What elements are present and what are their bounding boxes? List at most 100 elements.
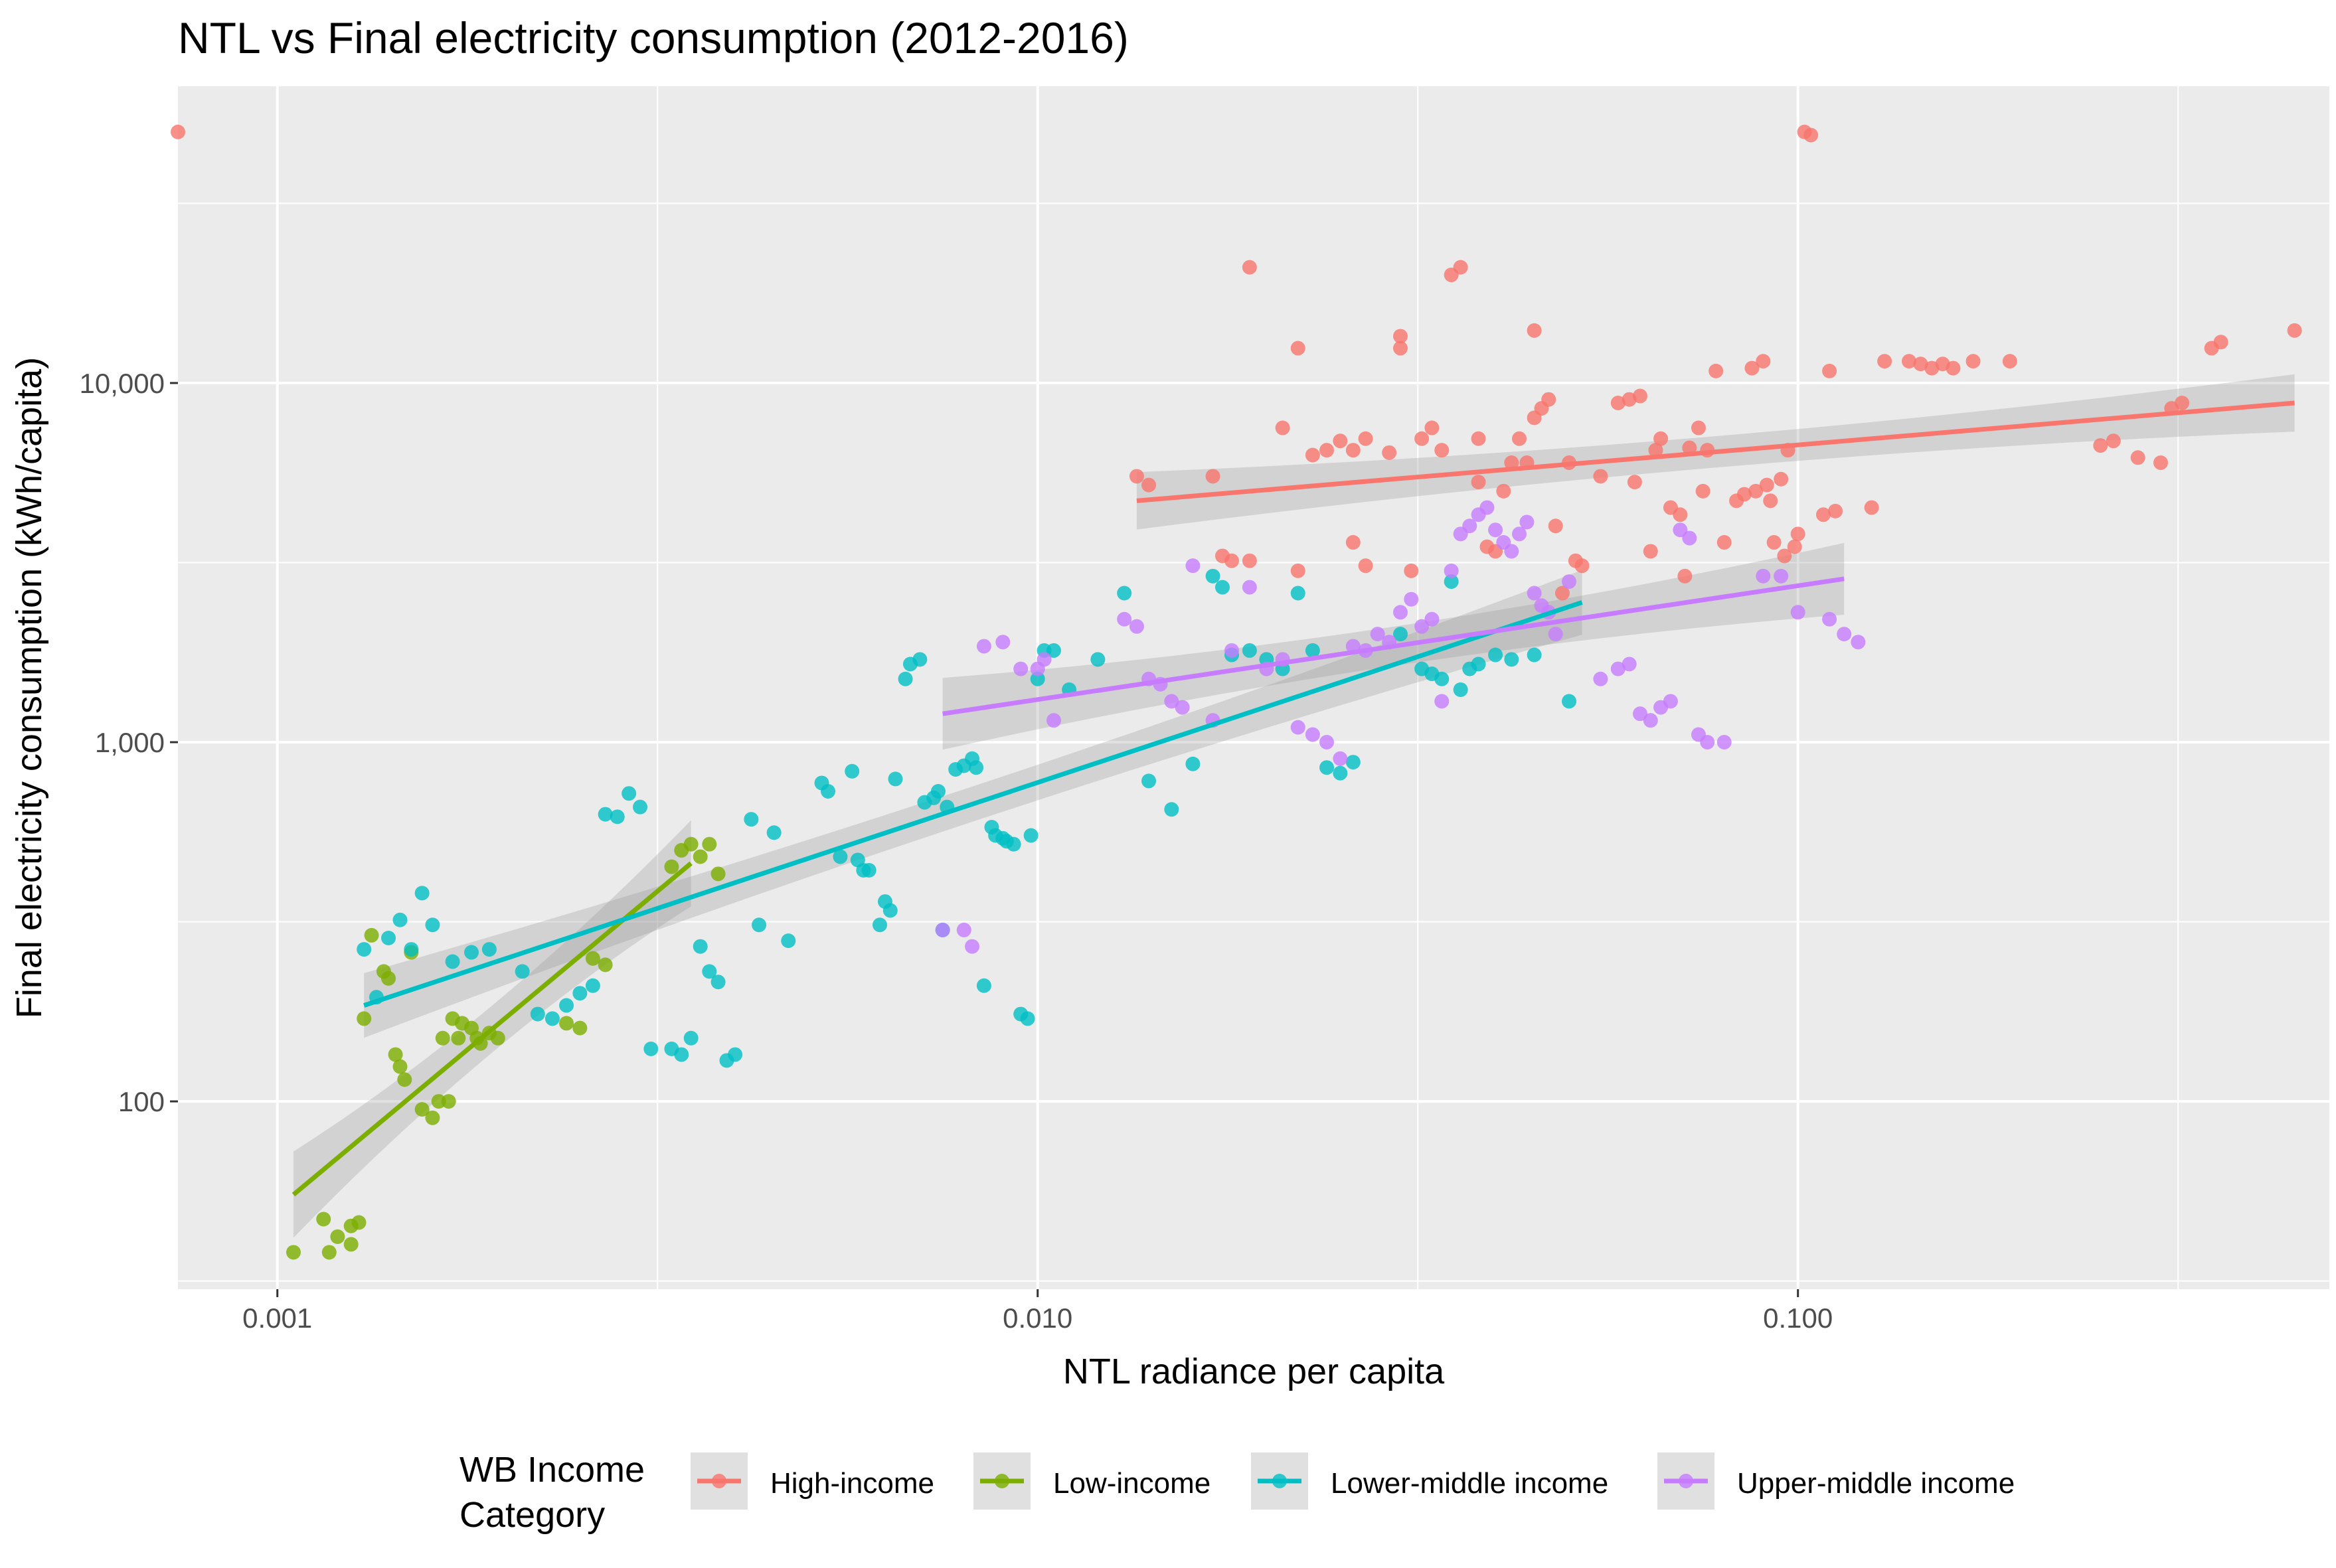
data-point xyxy=(490,1030,505,1046)
data-point xyxy=(702,964,717,979)
data-point xyxy=(445,954,460,969)
data-point xyxy=(1224,643,1239,658)
data-point xyxy=(1333,433,1348,449)
legend-item: Low-income xyxy=(973,1452,1210,1510)
data-point xyxy=(1716,535,1732,550)
data-point xyxy=(2093,438,2108,453)
data-point xyxy=(392,912,408,927)
data-point xyxy=(861,862,876,878)
data-point xyxy=(559,998,574,1013)
data-point xyxy=(1393,627,1408,642)
data-point xyxy=(321,1245,337,1260)
data-point xyxy=(598,957,613,973)
data-point xyxy=(1709,363,1724,378)
data-point xyxy=(171,124,185,139)
data-points xyxy=(171,124,2302,1260)
data-point xyxy=(1748,483,1764,499)
data-point xyxy=(451,1030,466,1046)
data-point xyxy=(1242,260,1257,275)
data-point xyxy=(744,812,759,827)
data-point xyxy=(1488,522,1503,538)
data-point xyxy=(381,971,396,986)
data-point xyxy=(397,1072,412,1087)
data-point xyxy=(1129,619,1144,634)
data-point xyxy=(585,951,600,966)
data-point xyxy=(1205,568,1220,584)
data-point xyxy=(702,836,717,852)
data-point xyxy=(1488,647,1503,663)
data-point xyxy=(1453,682,1468,697)
data-point xyxy=(598,807,613,822)
data-point xyxy=(1610,395,1626,410)
data-point xyxy=(1864,500,1879,515)
y-tick-label: 100 xyxy=(118,1086,165,1117)
y-axis-ticks: 100 1,000 10,000 xyxy=(80,368,178,1117)
data-point xyxy=(585,978,600,993)
data-point xyxy=(1632,706,1647,722)
data-point xyxy=(1404,563,1419,578)
data-point xyxy=(1424,420,1440,435)
data-point xyxy=(388,1047,403,1062)
data-point xyxy=(464,945,479,960)
data-point xyxy=(1716,735,1732,750)
data-point xyxy=(1512,431,1527,446)
fit-line xyxy=(363,600,1583,1008)
data-point xyxy=(544,1011,560,1026)
data-point xyxy=(559,1016,574,1031)
data-point xyxy=(693,939,708,954)
data-point xyxy=(1562,574,1577,589)
data-point xyxy=(1434,694,1450,709)
legend-key-point xyxy=(1679,1474,1693,1488)
x-axis-label: NTL radiance per capita xyxy=(1063,1352,1445,1391)
data-point xyxy=(693,849,708,864)
data-point xyxy=(316,1212,331,1227)
fit-line xyxy=(1136,400,2295,503)
data-point xyxy=(935,922,950,937)
data-point xyxy=(1627,475,1642,490)
legend-label: Low-income xyxy=(1053,1467,1210,1500)
y-tick-label: 1,000 xyxy=(95,727,165,758)
data-point xyxy=(1030,671,1045,686)
data-point xyxy=(1037,652,1052,667)
data-point xyxy=(2175,395,2190,410)
data-point xyxy=(1504,652,1519,667)
x-tick-label: 0.001 xyxy=(242,1302,312,1334)
data-point xyxy=(1787,539,1802,554)
legend-item: Upper-middle income xyxy=(1657,1452,2015,1510)
data-point xyxy=(1548,518,1563,534)
x-tick-label: 0.100 xyxy=(1763,1302,1833,1334)
data-point xyxy=(1682,530,1697,546)
data-point xyxy=(2130,450,2145,465)
legend-title-line-2: Category xyxy=(459,1495,605,1535)
data-point xyxy=(965,939,980,954)
data-point xyxy=(1214,580,1230,595)
data-point xyxy=(710,866,726,882)
data-point xyxy=(1319,443,1335,458)
data-point xyxy=(728,1047,743,1062)
data-point xyxy=(1471,657,1486,672)
data-point xyxy=(2153,455,2168,470)
data-point xyxy=(1164,802,1179,817)
data-point xyxy=(1393,341,1408,356)
data-point xyxy=(1946,360,1961,376)
data-point xyxy=(1424,611,1440,627)
data-point xyxy=(882,903,898,918)
data-point xyxy=(873,917,888,933)
legend-label: Upper-middle income xyxy=(1737,1467,2015,1500)
data-point xyxy=(976,639,991,654)
data-point xyxy=(515,964,530,979)
chart-title: NTL vs Final electricity consumption (20… xyxy=(178,13,1129,62)
fit-lines xyxy=(292,400,2295,1197)
data-point xyxy=(1129,469,1144,484)
data-point xyxy=(1453,260,1468,275)
data-point xyxy=(1319,760,1335,775)
data-point xyxy=(1902,354,1917,369)
data-point xyxy=(1046,643,1061,658)
data-point xyxy=(1290,586,1305,601)
y-tick-label: 10,000 xyxy=(80,368,165,399)
data-point xyxy=(1759,477,1774,493)
data-point xyxy=(414,886,430,901)
data-point xyxy=(1815,507,1831,522)
data-point xyxy=(1242,643,1257,658)
